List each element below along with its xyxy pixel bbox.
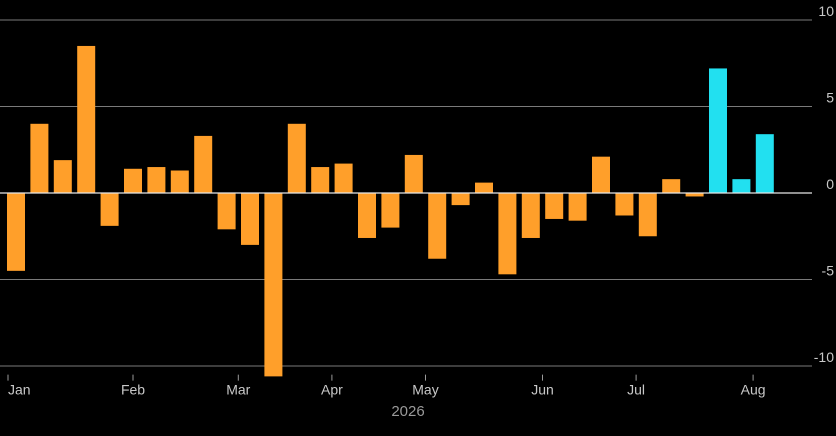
y-tick-label: -5 bbox=[822, 263, 835, 279]
bar bbox=[100, 193, 119, 226]
bar bbox=[615, 193, 634, 216]
bar bbox=[7, 193, 25, 271]
x-axis-ticks: Jan Feb Mar Apr May Jun Jul Aug bbox=[7, 374, 766, 398]
bar bbox=[147, 167, 166, 193]
bar bbox=[194, 135, 213, 193]
bar bbox=[30, 123, 49, 193]
bar bbox=[334, 163, 353, 193]
bar bbox=[264, 193, 283, 377]
y-tick-label: -10 bbox=[814, 349, 834, 365]
bar bbox=[381, 193, 400, 228]
bar bbox=[451, 193, 470, 206]
y-tick-label: 5 bbox=[826, 90, 834, 106]
bar bbox=[241, 193, 259, 245]
bar bbox=[428, 193, 447, 259]
y-tick-label: 0 bbox=[826, 176, 834, 192]
bar bbox=[170, 170, 189, 193]
bar bbox=[638, 193, 657, 237]
bar bbox=[124, 168, 142, 193]
bar bbox=[358, 193, 376, 238]
bar bbox=[568, 193, 587, 221]
bar bbox=[521, 193, 540, 238]
bar bbox=[217, 193, 236, 230]
bar bbox=[685, 193, 704, 197]
x-axis-label: 2026 bbox=[391, 403, 424, 420]
bar bbox=[732, 179, 751, 193]
bars bbox=[7, 45, 774, 377]
bar bbox=[404, 154, 423, 193]
x-tick-label: Aug bbox=[741, 382, 766, 398]
y-tick-label: 10 bbox=[818, 3, 834, 19]
x-tick-label: Jun bbox=[531, 382, 554, 398]
x-tick-label: Mar bbox=[226, 382, 250, 398]
gridlines bbox=[0, 19, 812, 367]
bar bbox=[709, 68, 727, 193]
bar bbox=[287, 123, 306, 193]
bar bbox=[475, 182, 493, 193]
x-tick-label: Apr bbox=[321, 382, 343, 398]
bar bbox=[53, 160, 72, 193]
y-axis-ticks: 10 5 0 -5 -10 bbox=[814, 3, 834, 365]
bar bbox=[662, 179, 681, 193]
x-tick-label: May bbox=[412, 382, 438, 398]
bar bbox=[311, 167, 330, 193]
bar bbox=[498, 193, 517, 275]
bar bbox=[77, 45, 96, 194]
bar bbox=[592, 156, 610, 193]
x-tick-label: Jan bbox=[8, 382, 31, 398]
bar bbox=[755, 134, 774, 193]
x-tick-label: Jul bbox=[627, 382, 645, 398]
bar bbox=[545, 193, 564, 219]
x-tick-label: Feb bbox=[121, 382, 145, 398]
